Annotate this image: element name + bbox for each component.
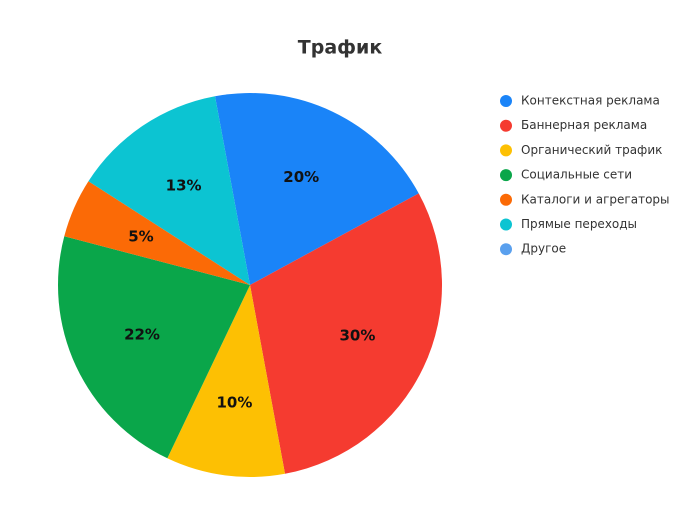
data-label: 13% [166, 177, 202, 195]
data-label: 22% [124, 326, 160, 344]
data-label: 10% [217, 394, 253, 412]
legend-marker [500, 169, 512, 182]
legend-marker [500, 218, 512, 231]
legend-label: Прямые переходы [521, 217, 637, 231]
legend-label: Каталоги и агрегаторы [521, 192, 670, 206]
legend-label: Баннерная реклама [521, 118, 647, 132]
pie-slice [64, 181, 250, 285]
legend-label: Контекстная реклама [521, 94, 660, 108]
legend-label: Другое [521, 242, 566, 256]
legend-label: Социальные сети [521, 168, 632, 182]
legend-marker [500, 119, 512, 132]
pie-slice [57, 236, 250, 459]
legend-label: Органический трафик [521, 143, 662, 157]
data-label: 5% [128, 228, 153, 246]
pie-slice [167, 285, 285, 477]
pie-slice [88, 96, 250, 285]
legend-marker [500, 144, 512, 157]
pie-slice [215, 92, 419, 285]
legend-marker [500, 243, 512, 256]
chart-title: Трафик [298, 37, 383, 59]
data-label: 20% [283, 168, 319, 186]
data-label: 30% [339, 327, 375, 345]
legend-marker [500, 95, 512, 107]
pie-slice [250, 193, 442, 474]
legend-marker [500, 193, 512, 206]
